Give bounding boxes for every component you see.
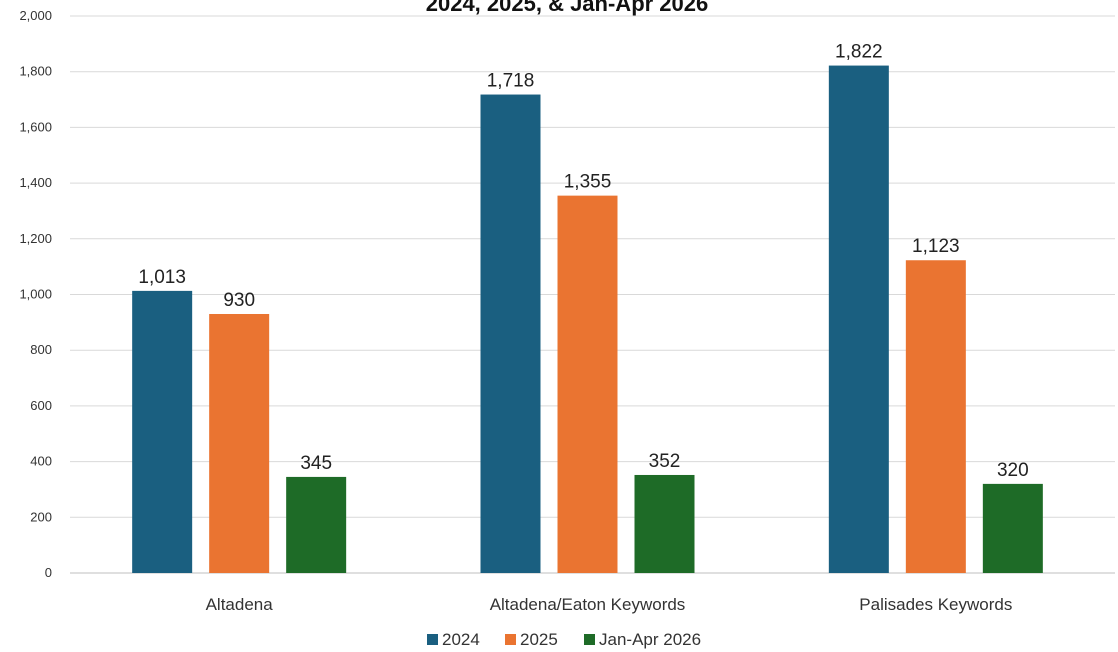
data-label: 352 [649, 451, 681, 472]
legend-swatch [505, 634, 516, 645]
bar-jan-apr-2026 [634, 474, 695, 573]
y-tick-label: 400 [30, 454, 52, 469]
y-tick-label: 600 [30, 398, 52, 413]
legend: 2024 2025 Jan-Apr 2026 [427, 630, 701, 649]
data-label: 1,123 [912, 236, 960, 257]
bar-jan-apr-2026 [982, 483, 1043, 573]
y-tick-label: 1,600 [19, 119, 52, 134]
category-label: Palisades Keywords [859, 595, 1012, 614]
x-axis: Altadena Altadena/Eaton Keywords Palisades… [206, 595, 1013, 614]
category-label: Altadena [206, 595, 274, 614]
category-label: Altadena/Eaton Keywords [490, 595, 686, 614]
data-label: 345 [300, 453, 332, 474]
bar-jan-apr-2026 [286, 476, 347, 573]
y-tick-label: 1,000 [19, 287, 52, 302]
data-label: 1,822 [835, 42, 883, 63]
legend-label: Jan-Apr 2026 [599, 630, 701, 649]
legend-swatch [427, 634, 438, 645]
y-tick-label: 800 [30, 342, 52, 357]
legend-item-2025: 2025 [505, 630, 558, 649]
y-tick-label: 2,000 [19, 8, 52, 23]
data-label: 930 [223, 290, 255, 311]
y-axis: 0 200 400 600 800 1,000 1,200 1,400 1,600 1,800 2,… [19, 8, 52, 580]
bar-2025 [905, 260, 966, 573]
legend-label: 2025 [520, 630, 558, 649]
y-tick-label: 1,400 [19, 175, 52, 190]
legend-swatch [584, 634, 595, 645]
bar-2025 [557, 195, 618, 573]
legend-label: 2024 [442, 630, 480, 649]
bar-2025 [209, 313, 270, 573]
data-label: 1,013 [138, 267, 186, 288]
y-tick-label: 200 [30, 509, 52, 524]
data-labels: 1,013 930 345 1,718 1,355 352 1,822 1,123 320 [138, 42, 1028, 481]
data-label: 1,718 [487, 71, 535, 92]
chart-title: 2024, 2025, & Jan-Apr 2026 [426, 0, 709, 16]
bar-2024 [480, 94, 541, 574]
legend-item-jan-apr-2026: Jan-Apr 2026 [584, 630, 701, 649]
bar-2024 [132, 290, 193, 573]
legend-item-2024: 2024 [427, 630, 480, 649]
y-tick-label: 1,200 [19, 231, 52, 246]
y-tick-label: 1,800 [19, 64, 52, 79]
bar-2024 [828, 65, 889, 573]
y-tick-label: 0 [45, 565, 52, 580]
data-label: 1,355 [564, 172, 612, 193]
data-label: 320 [997, 460, 1029, 481]
bars [132, 65, 1043, 574]
